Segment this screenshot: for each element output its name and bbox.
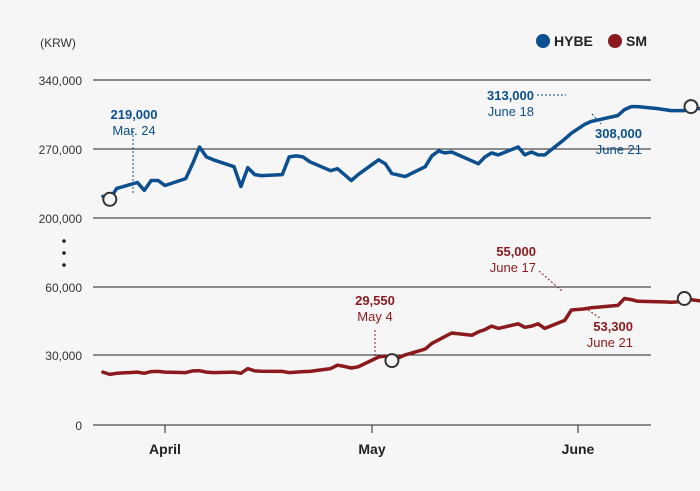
y-tick-label: 270,000 [39, 143, 83, 157]
y-tick-label: 340,000 [39, 74, 83, 88]
annotation-marker [676, 291, 692, 306]
series-line-hybe [101, 104, 700, 202]
x-tick-label-may: May [358, 441, 385, 457]
annotation-value-label: 55,000 [496, 244, 536, 259]
annotation-leader [538, 270, 564, 293]
y-tick-label: 0 [75, 419, 82, 433]
x-tick-label-april: April [149, 441, 181, 457]
legend-hybe-marker [536, 34, 550, 48]
axis-break-dot [62, 263, 66, 267]
annotation-value-label: 308,000 [595, 126, 642, 141]
y-tick-label: 200,000 [39, 212, 83, 226]
annotation-date-label: June 21 [596, 142, 642, 157]
legend-sm-marker [608, 34, 622, 48]
annotation-date-label: June 17 [490, 260, 536, 275]
annotation-marker [384, 353, 400, 369]
x-tick-label-june: June [562, 441, 595, 457]
y-tick-label: 60,000 [45, 281, 82, 295]
annotation-date-label: June 18 [488, 104, 534, 119]
annotation-value-label: 53,300 [593, 319, 633, 334]
legend: HYBE SM [536, 33, 647, 49]
y-axis-unit-label: (KRW) [40, 36, 76, 50]
annotation-date-label: June 21 [587, 335, 633, 350]
y-tick-labels: 340,000 270,000 200,000 60,000 30,000 0 [39, 74, 83, 433]
axis-break-dot [62, 239, 66, 243]
x-ticks: April May June [149, 425, 595, 457]
axis-break-dots [62, 239, 66, 267]
annotation-value-label: 219,000 [111, 107, 158, 122]
annotation-date-label: Mar. 24 [112, 123, 155, 138]
annotation-leader [587, 309, 601, 319]
annotation-marker [683, 99, 699, 115]
legend-hybe-label: HYBE [554, 33, 593, 49]
annotation-value-label: 29,550 [355, 293, 395, 308]
legend-sm-label: SM [626, 33, 647, 49]
annotation-marker [102, 191, 118, 207]
annotation-value-label: 313,000 [487, 88, 534, 103]
annotation-date-label: May 4 [357, 309, 392, 324]
axis-break-dot [62, 251, 66, 255]
y-tick-label: 30,000 [45, 349, 82, 363]
